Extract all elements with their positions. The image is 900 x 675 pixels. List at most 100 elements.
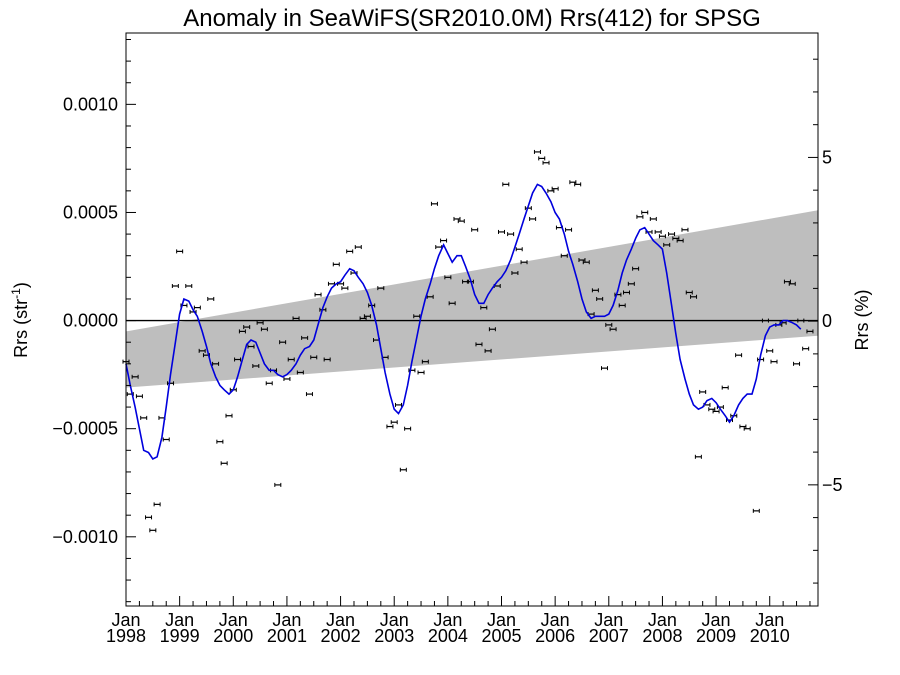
anomaly-point bbox=[663, 242, 671, 247]
anomaly-point bbox=[502, 182, 510, 187]
anomaly-point bbox=[193, 305, 201, 310]
anomaly-point bbox=[225, 413, 233, 418]
anomaly-point bbox=[296, 370, 304, 375]
anomaly-point bbox=[145, 515, 153, 520]
anomaly-point bbox=[149, 528, 157, 533]
x-tick-label-month: Jan bbox=[755, 610, 784, 630]
anomaly-point bbox=[735, 353, 743, 358]
x-tick-label-month: Jan bbox=[594, 610, 623, 630]
anomaly-point bbox=[591, 288, 599, 293]
anomaly-point bbox=[632, 266, 640, 271]
anomaly-point bbox=[279, 340, 287, 345]
anomaly-point bbox=[752, 508, 760, 513]
anomaly-point bbox=[515, 247, 523, 252]
anomaly-point bbox=[171, 283, 179, 288]
x-tick-label-month: Jan bbox=[165, 610, 194, 630]
anomaly-point bbox=[421, 359, 429, 364]
anomaly-point bbox=[712, 409, 720, 414]
chart-title: Anomaly in SeaWiFS(SR2010.0M) Rrs(412) f… bbox=[183, 5, 761, 32]
x-tick-label-month: Jan bbox=[487, 610, 516, 630]
anomaly-point bbox=[341, 286, 349, 291]
anomaly-point bbox=[542, 160, 550, 165]
anomaly-point bbox=[484, 348, 492, 353]
x-tick-label-year: 2004 bbox=[428, 626, 468, 646]
anomaly-point bbox=[627, 281, 635, 286]
right-y-tick-label: 0 bbox=[822, 311, 832, 331]
anomaly-point bbox=[618, 303, 626, 308]
anomaly-point bbox=[569, 180, 577, 185]
plot-frame bbox=[125, 32, 819, 607]
anomaly-point bbox=[238, 329, 246, 334]
anomaly-point bbox=[681, 227, 689, 232]
anomaly-point bbox=[453, 216, 461, 221]
x-tick-label-year: 2008 bbox=[642, 626, 682, 646]
anomaly-point bbox=[565, 227, 573, 232]
anomaly-point bbox=[739, 424, 747, 429]
left-y-axis: 0.0010 0.0005 0.0000 −0.0005 −0.0010 bbox=[52, 38, 136, 603]
anomaly-point bbox=[354, 245, 362, 250]
anomaly-point bbox=[672, 236, 680, 241]
anomaly-point bbox=[708, 407, 716, 412]
anomaly-point bbox=[520, 260, 528, 265]
anomaly-point bbox=[721, 385, 729, 390]
anomaly-point bbox=[243, 325, 251, 330]
anomaly-point bbox=[797, 318, 805, 323]
x-tick-label-month: Jan bbox=[648, 610, 677, 630]
anomaly-point bbox=[413, 314, 421, 319]
anomaly-point bbox=[162, 437, 170, 442]
anomaly-point bbox=[788, 281, 796, 286]
anomaly-point bbox=[699, 389, 707, 394]
anomaly-point bbox=[766, 348, 774, 353]
anomaly-point bbox=[538, 156, 546, 161]
anomaly-point bbox=[301, 335, 309, 340]
anomaly-point bbox=[609, 327, 617, 332]
anomaly-point bbox=[743, 426, 751, 431]
anomaly-point bbox=[310, 355, 318, 360]
anomaly-point bbox=[690, 294, 698, 299]
anomaly-point bbox=[131, 374, 139, 379]
left-y-tick-label: 0.0000 bbox=[63, 311, 118, 331]
anomaly-point bbox=[605, 322, 613, 327]
anomaly-point bbox=[256, 320, 264, 325]
anomaly-point bbox=[323, 357, 331, 362]
anomaly-point bbox=[480, 305, 488, 310]
x-tick-label-year: 2009 bbox=[696, 626, 736, 646]
anomaly-point bbox=[440, 238, 448, 243]
anomaly-point bbox=[430, 201, 438, 206]
x-tick-label-year: 2001 bbox=[267, 626, 307, 646]
anomaly-point bbox=[582, 260, 590, 265]
anomaly-point bbox=[802, 346, 810, 351]
anomaly-point bbox=[551, 186, 559, 191]
x-tick-label-year: 2010 bbox=[750, 626, 790, 646]
anomaly-point bbox=[578, 258, 586, 263]
anomaly-point bbox=[287, 357, 295, 362]
anomaly-point bbox=[488, 327, 496, 332]
anomaly-point bbox=[346, 249, 354, 254]
left-y-tick-label: −0.0010 bbox=[52, 527, 118, 547]
anomaly-point bbox=[668, 232, 676, 237]
x-tick-label-month: Jan bbox=[326, 610, 355, 630]
left-y-axis-label: Rrs (str-1) bbox=[9, 282, 31, 358]
anomaly-point bbox=[694, 454, 702, 459]
anomaly-point bbox=[471, 227, 479, 232]
anomaly-point bbox=[596, 296, 604, 301]
anomaly-point bbox=[140, 415, 148, 420]
right-y-tick-label: 5 bbox=[822, 147, 832, 167]
x-tick-label-month: Jan bbox=[380, 610, 409, 630]
anomaly-point bbox=[332, 262, 340, 267]
anomaly-point bbox=[404, 426, 412, 431]
anomaly-point bbox=[212, 361, 220, 366]
anomaly-point bbox=[533, 149, 541, 154]
anomaly-point bbox=[252, 363, 260, 368]
anomaly-point bbox=[359, 316, 367, 321]
anomaly-point bbox=[399, 467, 407, 472]
x-tick-label-year: 1999 bbox=[160, 626, 200, 646]
anomaly-point bbox=[685, 290, 693, 295]
right-y-axis: 5 0 −5 bbox=[808, 58, 843, 584]
x-tick-label-month: Jan bbox=[272, 610, 301, 630]
anomaly-point bbox=[395, 402, 403, 407]
anomaly-point bbox=[363, 314, 371, 319]
x-tick-label-year: 1998 bbox=[106, 626, 146, 646]
anomaly-point bbox=[153, 502, 161, 507]
anomaly-point bbox=[386, 424, 394, 429]
